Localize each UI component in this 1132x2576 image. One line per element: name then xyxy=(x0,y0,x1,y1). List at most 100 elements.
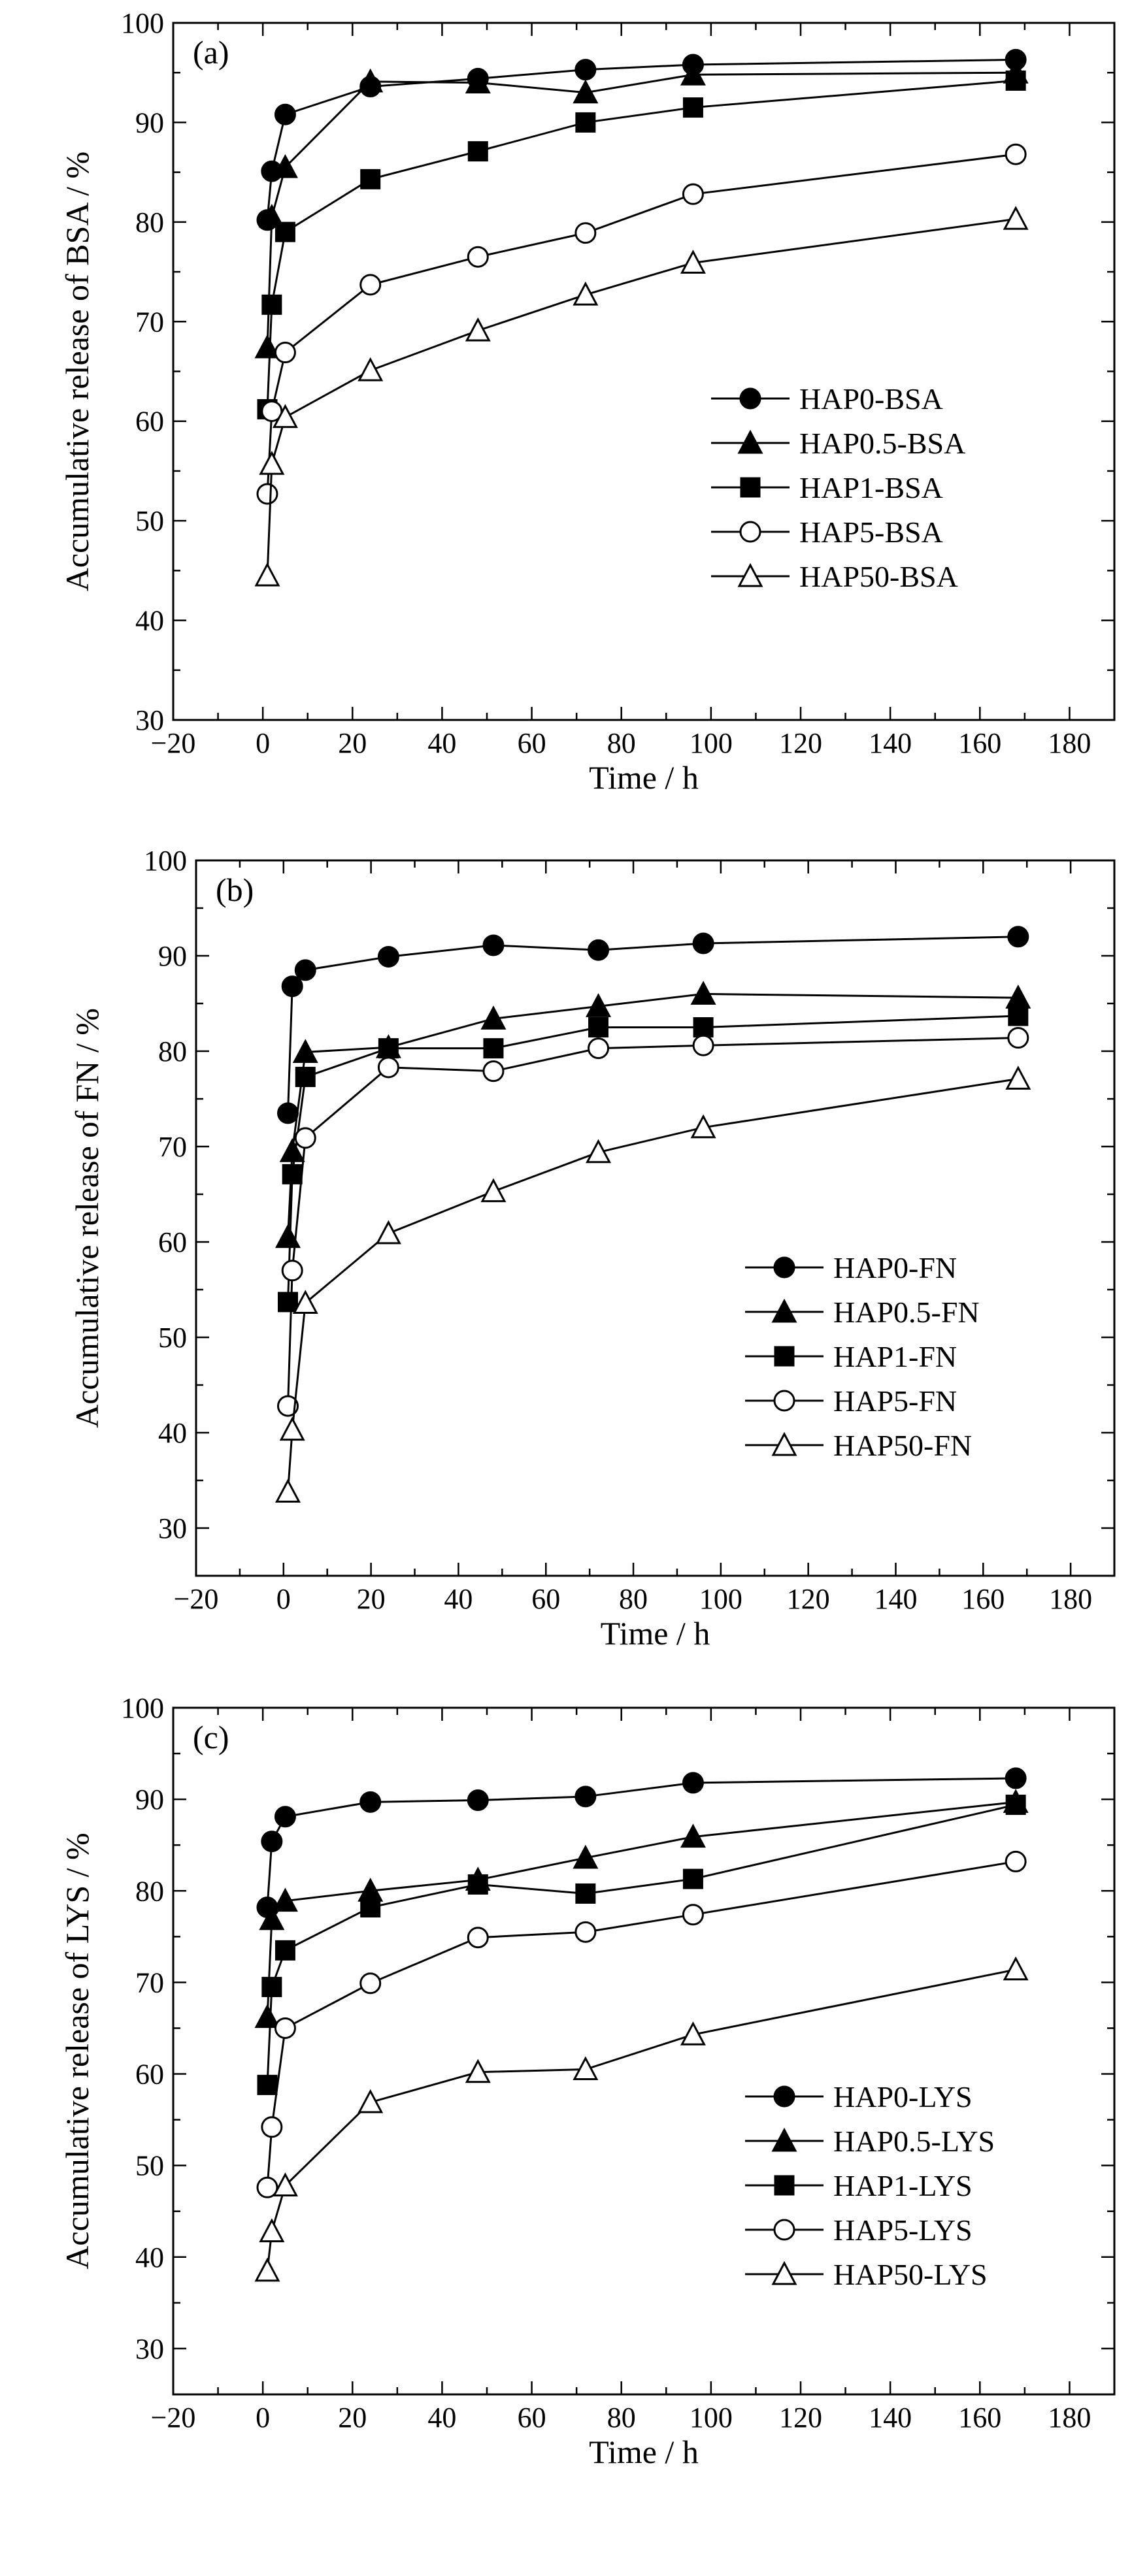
data-point xyxy=(1007,926,1029,948)
data-point xyxy=(259,451,285,475)
y-tick-label: 90 xyxy=(135,106,164,139)
series-HAP50-BSA xyxy=(254,206,1029,587)
data-point xyxy=(259,1906,285,1931)
data-point xyxy=(275,221,295,242)
chart-panel-2: −20 0 20 40 60 80 100 120 140 160 180 30 40 50 60 70 80 9… xyxy=(69,845,1116,1652)
data-point xyxy=(682,1772,704,1794)
legend-marker xyxy=(773,1256,795,1279)
data-point xyxy=(482,934,505,956)
y-tick-label: 60 xyxy=(135,2059,164,2091)
data-point xyxy=(1003,206,1029,230)
data-point xyxy=(279,1416,305,1441)
data-point xyxy=(680,61,706,86)
data-point xyxy=(574,222,597,244)
legend-marker xyxy=(737,429,763,454)
data-point xyxy=(586,993,612,1017)
y-tick-label: 40 xyxy=(135,2242,164,2274)
data-point xyxy=(573,1844,599,1869)
legend-marker xyxy=(771,1431,797,1456)
x-tick-label: 20 xyxy=(338,727,367,759)
data-point xyxy=(360,1897,381,1917)
x-axis-title: Time / h xyxy=(589,759,699,796)
x-tick-label: 180 xyxy=(1048,2402,1091,2434)
data-point xyxy=(377,1056,399,1079)
x-tick-label: 160 xyxy=(958,2402,1001,2434)
series-line xyxy=(266,1860,1016,2188)
data-point xyxy=(292,1290,318,1314)
x-axis-title: Time / h xyxy=(601,1615,710,1652)
data-point xyxy=(256,483,278,505)
legend-label: HAP50-BSA xyxy=(799,560,958,593)
legend-label: HAP5-LYS xyxy=(833,2213,973,2247)
data-point xyxy=(1005,1066,1031,1090)
x-tick-label: −20 xyxy=(174,1583,219,1615)
series-line xyxy=(287,1015,1018,1303)
legend-marker xyxy=(773,2219,795,2241)
data-point xyxy=(465,69,491,93)
x-tick-label: 100 xyxy=(690,2402,733,2434)
data-point xyxy=(575,112,596,133)
series-HAP5-FN xyxy=(277,1027,1029,1417)
legend-label: HAP1-LYS xyxy=(833,2169,973,2202)
x-tick-label: 60 xyxy=(531,1583,560,1615)
data-point xyxy=(358,357,384,382)
data-point xyxy=(274,1806,296,1828)
data-point xyxy=(467,246,489,268)
legend-marker xyxy=(771,1298,797,1323)
data-point xyxy=(574,1921,597,1943)
x-tick-label: 120 xyxy=(779,2402,822,2434)
x-tick-label: 0 xyxy=(276,1583,291,1615)
data-point xyxy=(680,1823,706,1848)
data-point xyxy=(281,975,303,998)
data-point xyxy=(693,1017,714,1037)
data-point xyxy=(1005,1767,1027,1789)
data-point xyxy=(465,2059,491,2083)
data-point xyxy=(482,1060,505,1083)
data-point xyxy=(278,1292,298,1312)
data-point xyxy=(682,1868,703,1889)
data-point xyxy=(375,1220,401,1245)
data-point xyxy=(257,2074,278,2095)
data-point xyxy=(575,1883,596,1904)
legend-label: HAP5-FN xyxy=(833,1384,957,1418)
data-point xyxy=(588,939,610,961)
data-point xyxy=(272,2172,298,2196)
x-tick-label: −20 xyxy=(151,727,196,759)
data-point xyxy=(274,342,296,364)
y-tick-label: 50 xyxy=(135,505,164,537)
legend-label: HAP5-BSA xyxy=(799,515,943,549)
y-tick-label: 80 xyxy=(158,1035,187,1068)
data-point xyxy=(573,79,599,104)
data-point xyxy=(279,1138,305,1162)
x-tick-label: 80 xyxy=(607,727,636,759)
series-HAP0.5-BSA xyxy=(254,59,1029,359)
data-point xyxy=(259,2218,285,2243)
series-HAP50-LYS xyxy=(254,1956,1029,2282)
x-axis-title: Time / h xyxy=(589,2434,699,2470)
data-point xyxy=(574,1785,597,1808)
data-point xyxy=(465,317,491,342)
data-point xyxy=(272,154,298,178)
y-tick-label: 70 xyxy=(158,1131,187,1163)
legend-label: HAP1-BSA xyxy=(799,471,943,504)
legend-label: HAP0-BSA xyxy=(799,382,943,416)
data-point xyxy=(483,1038,504,1059)
data-point xyxy=(467,141,488,162)
data-point xyxy=(277,1395,299,1417)
data-point xyxy=(261,1976,282,1997)
y-tick-label: 90 xyxy=(158,940,187,972)
series-HAP0-LYS xyxy=(256,1767,1027,1918)
data-point xyxy=(254,2004,280,2029)
series-HAP0.5-FN xyxy=(275,981,1031,1248)
legend-label: HAP0-LYS xyxy=(833,2080,973,2113)
data-point xyxy=(377,945,399,968)
data-point xyxy=(682,97,703,118)
series-HAP5-BSA xyxy=(256,143,1027,505)
y-tick-label: 80 xyxy=(135,206,164,238)
series-line xyxy=(287,1037,1018,1407)
data-point xyxy=(1005,1795,1026,1816)
data-point xyxy=(467,1789,489,1812)
y-tick-label: 30 xyxy=(158,1512,187,1544)
legend-marker xyxy=(774,2175,795,2196)
x-tick-label: 60 xyxy=(518,727,546,759)
